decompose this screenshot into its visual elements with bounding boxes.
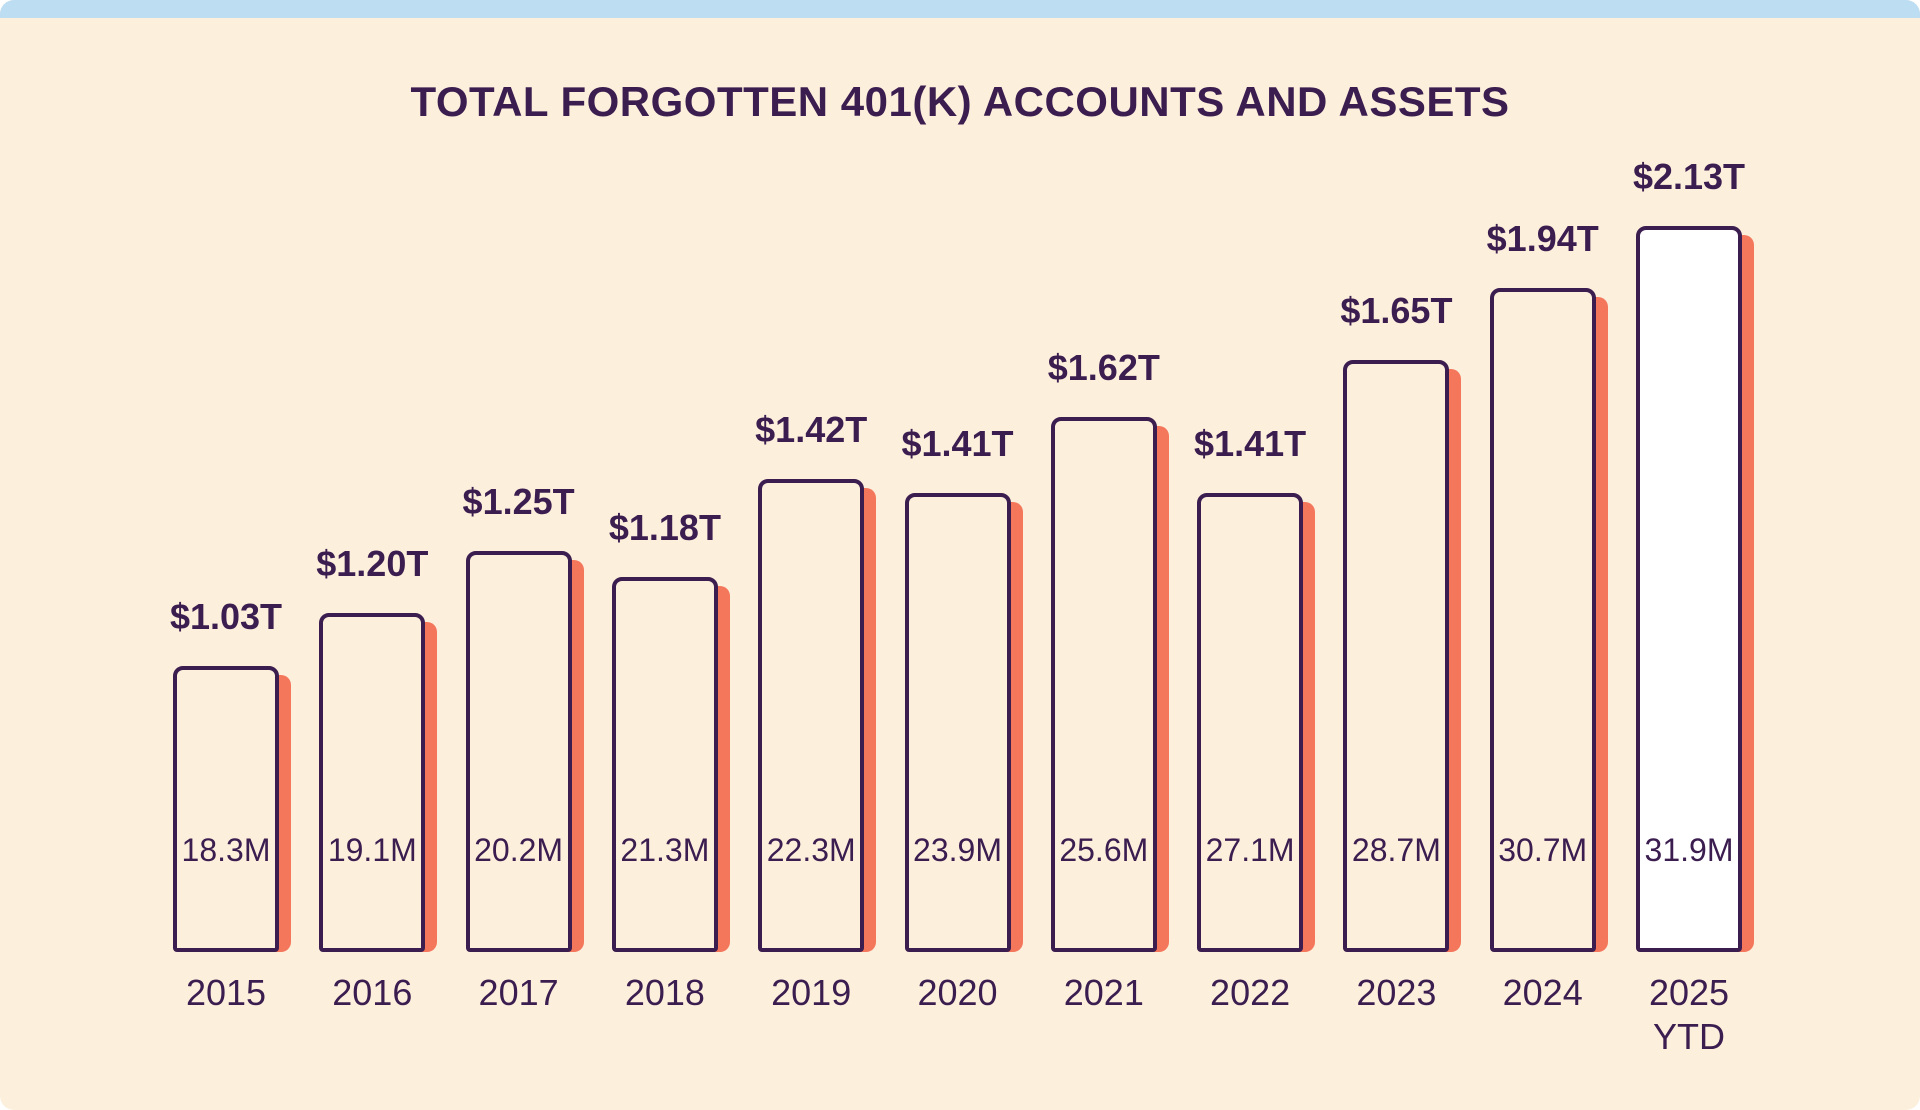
asset-value-label: $1.94T [1486,218,1599,259]
year-axis-label: 2019 [771,972,852,1013]
asset-value-label: $1.25T [462,481,575,522]
bar-face [173,666,279,952]
bar-2020: 23.9M [904,493,1023,952]
accounts-count-label: 20.2M [474,832,564,868]
accounts-count-label: 28.7M [1351,832,1441,868]
bar-face [465,551,572,952]
asset-value-label: $1.41T [901,423,1014,464]
bar-face [1050,417,1157,952]
asset-value-label: $1.65T [1340,290,1453,331]
year-axis-label: 2018 [624,972,705,1013]
year-axis-label: 2023 [1356,972,1437,1013]
bar-face [1197,493,1304,952]
bar-2025: 31.9M [1636,226,1754,952]
asset-value-label: $1.62T [1047,347,1160,388]
accounts-count-label: 30.7M [1498,832,1588,868]
bar-2022: 27.1M [1197,493,1316,952]
asset-value-label: $2.13T [1632,156,1746,197]
accounts-count-label: 19.1M [327,832,417,868]
asset-value-label: $1.41T [1194,423,1307,464]
asset-value-label: $1.03T [169,596,283,637]
year-axis-label: 2025 YTD [1648,972,1730,1057]
bar-2016: 19.1M [319,613,438,952]
asset-value-label: $1.18T [608,507,721,548]
asset-value-label: $1.42T [755,409,868,450]
bar-2015: 18.3M [173,666,291,952]
year-axis-label: 2020 [917,972,998,1013]
accounts-count-label: 31.9M [1644,832,1734,868]
bar-2024: 30.7M [1489,288,1608,952]
accounts-count-label: 22.3M [766,832,856,868]
chart-title: TOTAL FORGOTTEN 401(K) ACCOUNTS AND ASSE… [410,78,1510,126]
asset-value-label: $1.20T [316,543,429,584]
bar-face [1343,360,1450,952]
accounts-count-label: 27.1M [1205,832,1295,868]
accounts-count-label: 23.9M [913,832,1002,868]
year-axis-label: 2024 [1502,972,1583,1013]
bar-face [904,493,1011,952]
year-axis-label: 2015 [185,972,267,1013]
bar-2019: 22.3M [758,479,877,952]
top-accent-band [0,0,1920,18]
bar-2018: 21.3M [611,577,730,952]
bar-face [1489,288,1596,952]
bar-face [1636,226,1742,952]
bar-2021: 25.6M [1050,417,1169,952]
bar-face [319,613,426,952]
bar-face [758,479,865,952]
year-axis-label: 2022 [1210,972,1291,1013]
year-axis-label: 2017 [478,972,559,1013]
accounts-count-label: 25.6M [1059,832,1149,868]
year-axis-label: 2016 [332,972,413,1013]
accounts-count-label: 18.3M [181,832,271,868]
bar-2017: 20.2M [465,551,584,952]
accounts-count-label: 21.3M [620,832,710,868]
bar-face [611,577,718,952]
year-axis-label: 2021 [1063,972,1144,1013]
bar-2023: 28.7M [1343,360,1462,952]
